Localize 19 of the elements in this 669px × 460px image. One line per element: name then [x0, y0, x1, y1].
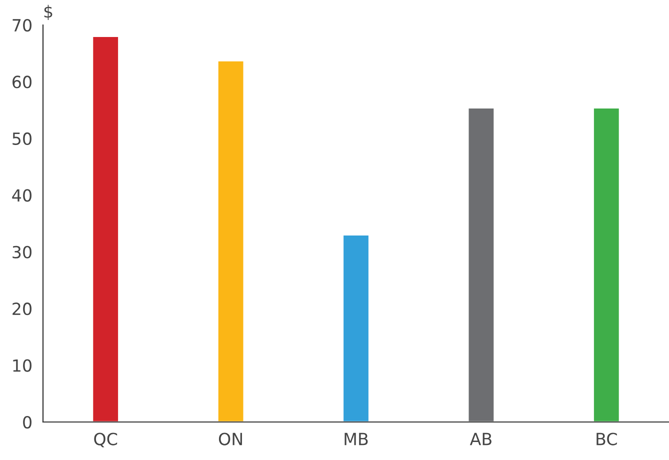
x-tick-label: AB: [470, 432, 492, 446]
y-tick-label: 20: [12, 302, 32, 316]
x-tick-label: BC: [596, 432, 617, 446]
y-axis-title: $: [44, 4, 52, 20]
y-tick-label: 0: [23, 416, 32, 429]
bar: [92, 36, 120, 422]
y-tick-label: 50: [12, 132, 32, 145]
y-tick-label: 60: [12, 76, 32, 88]
bar: [467, 107, 496, 422]
y-tick-label: 70: [12, 18, 32, 32]
x-tick-label: MB: [344, 432, 368, 446]
bar: [342, 234, 370, 422]
y-tick-label: 10: [13, 359, 32, 372]
x-tick-label: ON: [218, 432, 242, 446]
bar: [216, 60, 245, 422]
y-tick-label: 30: [12, 246, 32, 258]
bar: [592, 107, 620, 422]
y-tick-label: 40: [12, 189, 32, 202]
x-tick-label: QC: [94, 432, 118, 448]
